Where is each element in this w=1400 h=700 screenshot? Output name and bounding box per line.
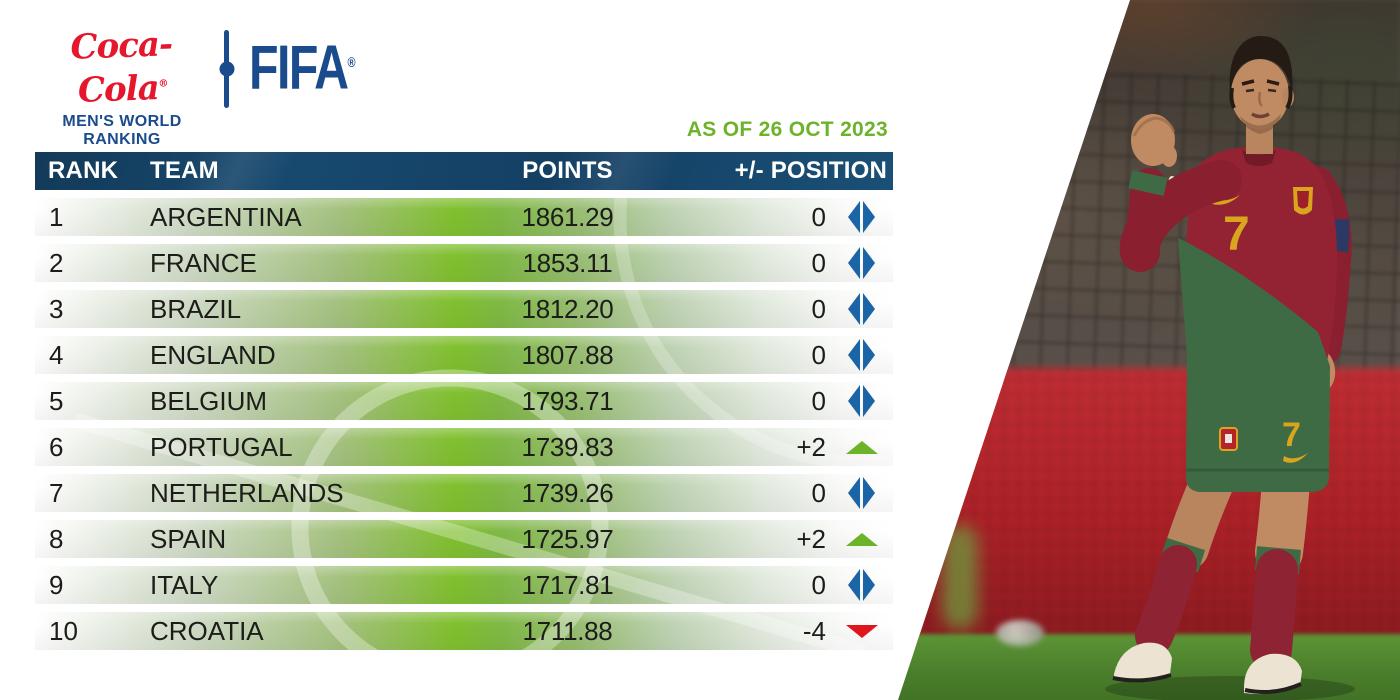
team-cell: NETHERLANDS [150,477,344,508]
team-cell: FRANCE [150,247,257,278]
rank-cell: 4 [49,339,64,370]
tagline-line1: MEN'S WORLD [62,113,182,131]
table-row: 3 BRAZIL 1812.20 0 [35,290,893,328]
position-change-cell: 0 [811,247,826,278]
rank-cell: 2 [49,247,64,278]
coca-cola-logo: Coca-Cola® MEN'S WORLD RANKING [41,23,204,149]
points-cell: 1711.88 [522,615,613,646]
points-cell: 1725.97 [521,523,614,554]
ranking-tagline: MEN'S WORLD RANKING [42,113,202,149]
team-cell: BRAZIL [150,293,242,324]
team-cell: ARGENTINA [150,201,302,232]
rank-unchanged-icon [848,384,875,418]
fifa-wordmark: FIFA [249,33,349,103]
position-indicator-cell [830,430,893,464]
points-cell: 1739.83 [521,431,614,462]
position-indicator-cell [830,292,893,326]
points-cell: 1853.11 [522,247,613,278]
position-change-cell: 0 [811,477,826,508]
team-cell: ITALY [150,569,219,600]
rank-unchanged-icon [848,338,875,372]
fifa-logo: FIFA® [249,34,356,99]
header-team: TEAM [150,157,219,184]
coca-cola-script: Coca-Cola® [41,23,204,112]
player-photo: 7 7 [898,0,1400,700]
rank-cell: 10 [49,615,78,646]
rank-cell: 1 [49,201,64,232]
points-cell: 1861.29 [521,201,614,232]
table-row: 9 ITALY 1717.81 0 [35,566,893,604]
position-change-cell: 0 [811,569,826,600]
header-position: +/- POSITION [734,157,887,184]
table-row: 6 PORTUGAL 1739.83 +2 [35,428,893,466]
points-cell: 1807.88 [521,339,614,370]
as-of-date: AS OF 26 OCT 2023 [686,118,888,141]
rank-unchanged-icon [848,200,875,234]
header-rank: RANK [48,157,119,184]
position-indicator-cell [830,246,893,280]
table-header: RANK TEAM POINTS +/- POSITION [35,152,893,190]
points-cell: 1739.26 [521,477,614,508]
jersey-number: 7 [1223,208,1250,261]
brand-divider [224,30,229,108]
rank-down-icon [846,614,878,648]
position-indicator-cell [830,200,893,234]
rank-unchanged-icon [848,568,875,602]
team-cell: CROATIA [150,615,264,646]
team-cell: SPAIN [150,523,227,554]
table-row: 1 ARGENTINA 1861.29 0 [35,198,893,236]
team-cell: ENGLAND [150,339,276,370]
rank-cell: 9 [49,569,64,600]
header-points: POINTS [522,157,613,184]
table-row: 10 CROATIA 1711.88 -4 [35,612,893,650]
table-row: 8 SPAIN 1725.97 +2 [35,520,893,558]
rank-cell: 5 [49,385,64,416]
player-figure: 7 7 [1105,36,1355,700]
blurred-ball [996,620,1044,646]
table-row: 2 FRANCE 1853.11 0 [35,244,893,282]
tagline-line2: RANKING [83,131,161,149]
position-change-cell: 0 [811,385,826,416]
brand-lockup: Coca-Cola® MEN'S WORLD RANKING FIFA® [41,23,386,149]
points-cell: 1717.81 [521,569,614,600]
rank-up-icon [846,430,878,464]
rank-unchanged-icon [848,476,875,510]
team-cell: BELGIUM [150,385,268,416]
rank-cell: 7 [49,477,64,508]
position-indicator-cell [830,522,893,556]
ranking-table: RANK TEAM POINTS +/- POSITION 1 ARGENTIN… [35,152,893,650]
rank-cell: 6 [49,431,64,462]
position-indicator-cell [830,338,893,372]
ranking-rows: 1 ARGENTINA 1861.29 0 2 FRANCE 1853.11 0… [35,198,893,650]
position-change-cell: 0 [811,293,826,324]
position-change-cell: +2 [796,523,826,554]
position-indicator-cell [830,384,893,418]
points-cell: 1793.71 [521,385,614,416]
team-cell: PORTUGAL [150,431,293,462]
rank-cell: 8 [49,523,64,554]
shorts-number: 7 [1282,416,1301,454]
rank-unchanged-icon [848,246,875,280]
rank-unchanged-icon [848,292,875,326]
rank-up-icon [846,522,878,556]
position-indicator-cell [830,476,893,510]
position-indicator-cell [830,568,893,602]
position-change-cell: -4 [802,615,826,646]
position-change-cell: 0 [811,201,826,232]
points-cell: 1812.20 [521,293,614,324]
fifa-registered-mark: ® [347,54,356,70]
table-row: 4 ENGLAND 1807.88 0 [35,336,893,374]
position-change-cell: +2 [796,431,826,462]
rank-cell: 3 [49,293,64,324]
position-change-cell: 0 [811,339,826,370]
position-indicator-cell [830,614,893,648]
table-row: 7 NETHERLANDS 1739.26 0 [35,474,893,512]
coca-cola-wordmark: Coca-Cola [69,24,173,111]
registered-mark: ® [158,78,168,90]
table-row: 5 BELGIUM 1793.71 0 [35,382,893,420]
